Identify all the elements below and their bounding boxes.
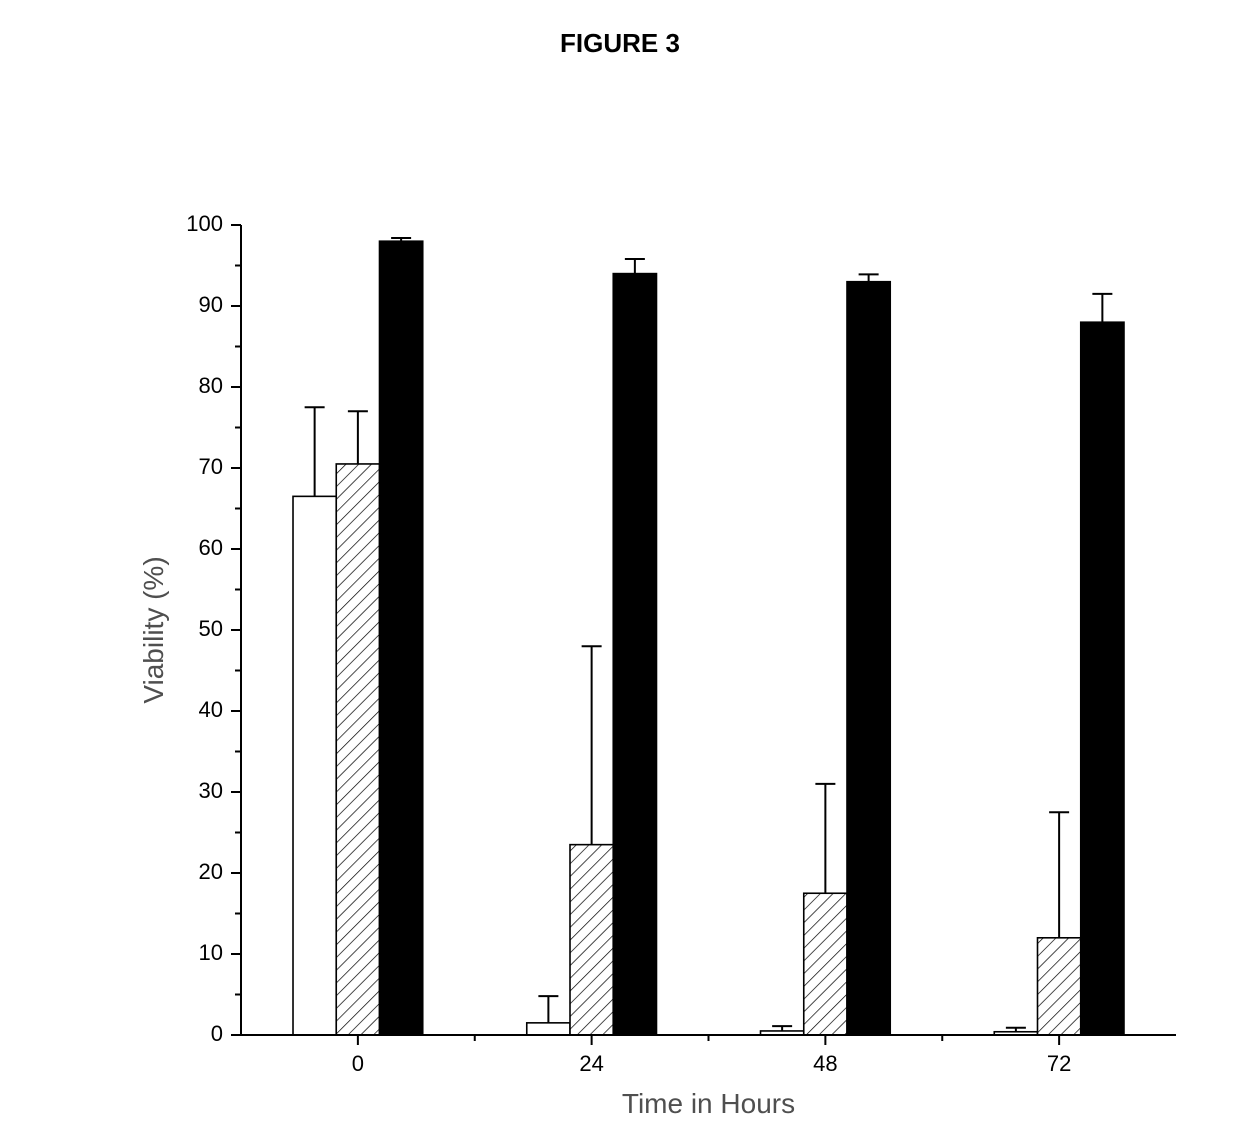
bar-series-2-hatched bbox=[1038, 938, 1081, 1035]
y-tick-label: 50 bbox=[199, 616, 223, 641]
figure-title: FIGURE 3 bbox=[0, 28, 1240, 59]
bar-series-1-open bbox=[293, 496, 336, 1035]
bar-chart: 0 10 20 30 40 50 60 70 80 90 100 0 24 48 72 Viability (… bbox=[126, 200, 1196, 1130]
bar-series-1-open bbox=[527, 1023, 570, 1035]
y-tick-label: 60 bbox=[199, 535, 223, 560]
y-tick-label: 40 bbox=[199, 697, 223, 722]
y-tick-label: 20 bbox=[199, 859, 223, 884]
y-tick-label: 30 bbox=[199, 778, 223, 803]
x-tick-label: 0 bbox=[352, 1051, 364, 1076]
y-tick-label: 10 bbox=[199, 940, 223, 965]
bar-series-2-hatched bbox=[336, 464, 379, 1035]
bar-series-2-hatched bbox=[570, 845, 613, 1035]
y-tick-label: 0 bbox=[211, 1021, 223, 1046]
y-tick-label: 90 bbox=[199, 292, 223, 317]
bar-series-3-solid bbox=[847, 282, 890, 1035]
bar-series-3-solid bbox=[1081, 322, 1124, 1035]
y-axis-label: Viability (%) bbox=[138, 556, 169, 703]
bar-series-3-solid bbox=[613, 274, 656, 1035]
x-axis-label: Time in Hours bbox=[622, 1088, 795, 1119]
x-tick-label: 24 bbox=[579, 1051, 603, 1076]
y-tick-label: 100 bbox=[186, 211, 223, 236]
page-root: FIGURE 3 0 10 20 30 40 50 60 70 80 90 100 0 24 48 72 Vi… bbox=[0, 0, 1240, 1137]
y-tick-label: 80 bbox=[199, 373, 223, 398]
y-tick-label: 70 bbox=[199, 454, 223, 479]
bar-series-3-solid bbox=[379, 241, 422, 1035]
bar-series-2-hatched bbox=[804, 893, 847, 1035]
x-tick-label: 72 bbox=[1047, 1051, 1071, 1076]
chart-container: 0 10 20 30 40 50 60 70 80 90 100 0 24 48 72 Viability (… bbox=[126, 200, 1196, 1130]
x-tick-label: 48 bbox=[813, 1051, 837, 1076]
